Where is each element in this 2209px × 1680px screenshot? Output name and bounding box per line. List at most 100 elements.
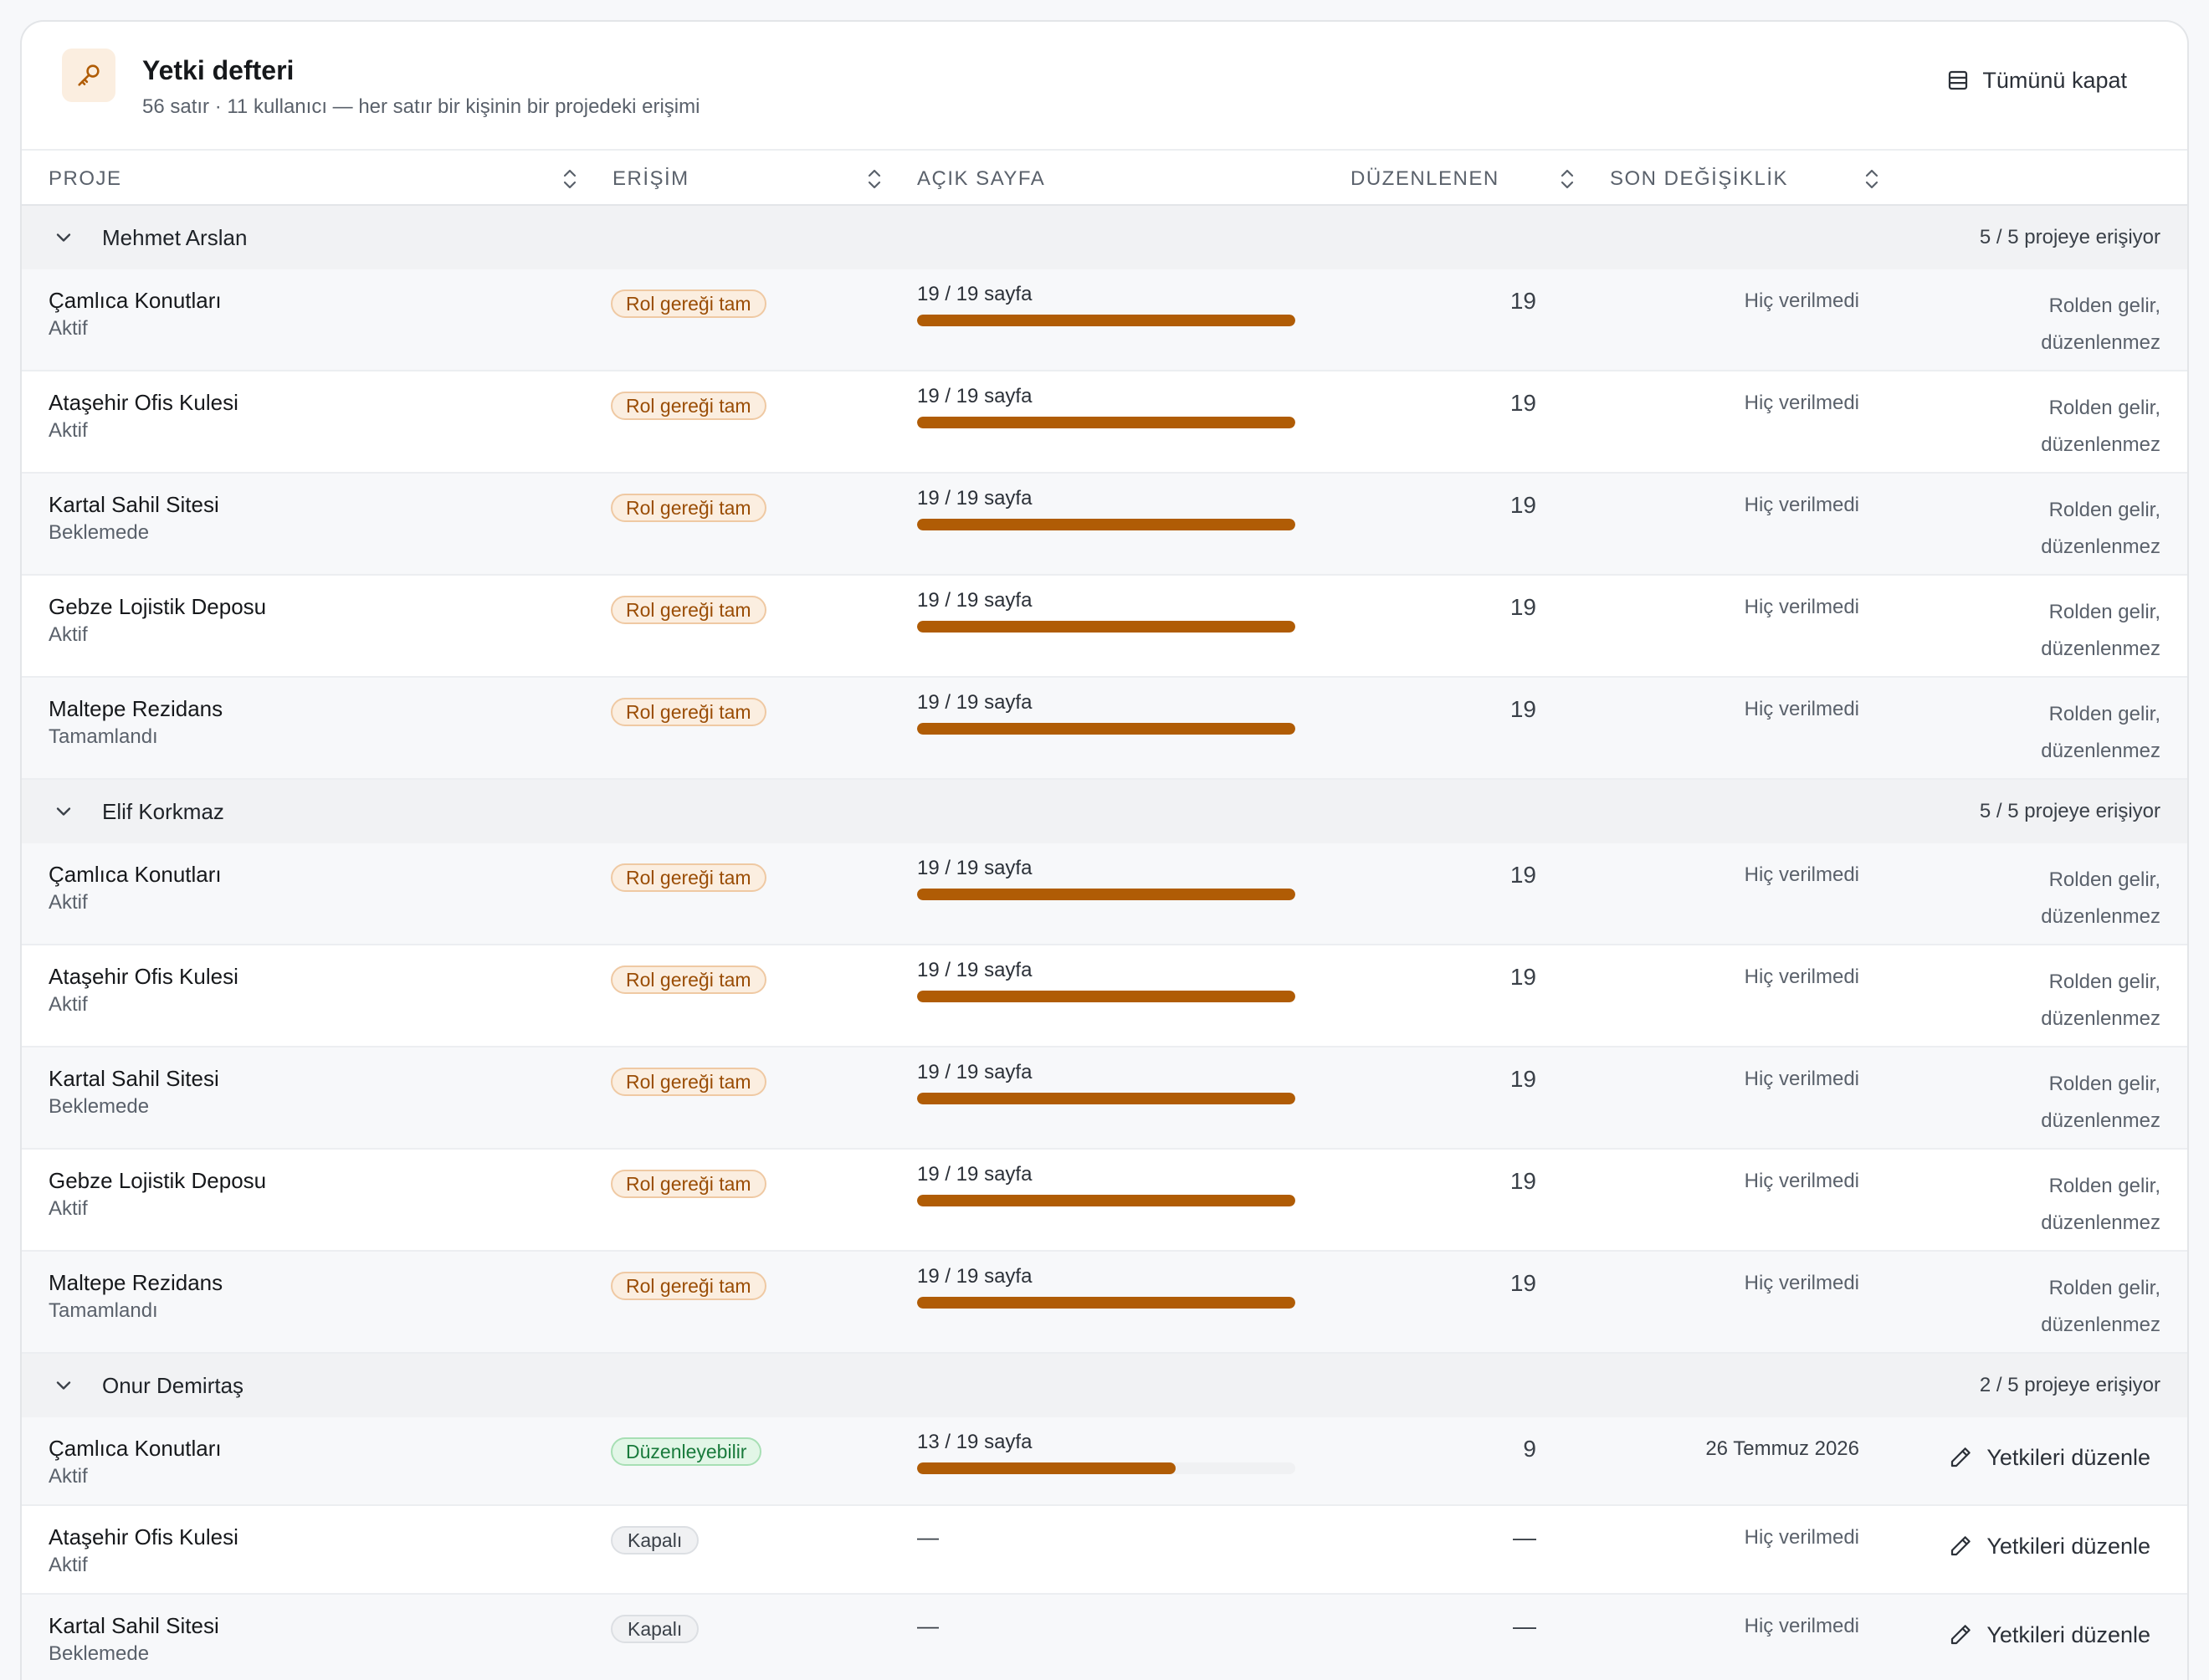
table-row: Maltepe Rezidans Tamamlandı Rol gereği tam…	[22, 1252, 2187, 1354]
last-change: Hiç verilmedi	[1744, 698, 1859, 720]
table-row: Çamlıca Konutları Aktif Düzenleyebilir 13 /…	[22, 1417, 2187, 1506]
edited-count: 9	[1523, 1436, 1536, 1462]
user-group-row[interactable]: Mehmet Arslan 5 / 5 projeye erişiyor	[22, 206, 2187, 269]
open-pages-count: 19 / 19 sayfa	[917, 1061, 1033, 1083]
open-pages-progress-bar	[917, 315, 1295, 326]
edited-count: 19	[1509, 696, 1536, 722]
project-name: Kartal Sahil Sitesi	[49, 1066, 219, 1091]
open-pages-progress-bar	[917, 1093, 1295, 1104]
project-name: Ataşehir Ofis Kulesi	[49, 390, 238, 415]
table-row: Ataşehir Ofis Kulesi Aktif Rol gereği tam 1…	[22, 371, 2187, 474]
last-change: Hiç verilmedi	[1744, 1170, 1859, 1192]
role-inherited-note: Rolden gelir, düzenlenmez	[2041, 601, 2160, 660]
access-badge: Rol gereği tam	[611, 863, 766, 892]
project-name: Kartal Sahil Sitesi	[49, 492, 219, 517]
chevron-down-icon[interactable]	[52, 800, 75, 823]
project-status: Aktif	[49, 1554, 88, 1576]
user-group-row[interactable]: Onur Demirtaş 2 / 5 projeye erişiyor	[22, 1354, 2187, 1417]
access-badge: Rol gereği tam	[611, 1170, 766, 1198]
project-status: Aktif	[49, 623, 88, 646]
sort-access-icon[interactable]	[865, 167, 884, 191]
edit-permissions-label: Yetkileri düzenle	[1986, 1621, 2150, 1647]
project-name: Maltepe Rezidans	[49, 696, 223, 721]
project-status: Beklemede	[49, 521, 150, 544]
project-status: Aktif	[49, 891, 88, 914]
project-status: Tamamlandı	[49, 1299, 158, 1322]
table-row: Ataşehir Ofis Kulesi Aktif Kapalı — — Hiç ver…	[22, 1506, 2187, 1595]
edited-count: 19	[1509, 1168, 1536, 1194]
sort-project-icon[interactable]	[561, 167, 579, 191]
edit-permissions-button[interactable]: Yetkileri düzenle	[1948, 1618, 2150, 1652]
access-badge: Rol gereği tam	[611, 965, 766, 994]
project-access-count: 2 / 5 projeye erişiyor	[1979, 1374, 2160, 1396]
table-row: Çamlıca Konutları Aktif Rol gereği tam 19 /…	[22, 269, 2187, 371]
progress-fill	[917, 723, 1295, 735]
collapse-all-button[interactable]: Tümünü kapat	[1945, 62, 2127, 99]
open-pages-progress-bar	[917, 889, 1295, 900]
chevron-down-icon[interactable]	[52, 226, 75, 249]
edit-permissions-label: Yetkileri düzenle	[1986, 1444, 2150, 1470]
access-badge: Rol gereği tam	[611, 494, 766, 522]
open-pages-count: 19 / 19 sayfa	[917, 857, 1033, 879]
table-row: Kartal Sahil Sitesi Beklemede Kapalı — — Hiç …	[22, 1595, 2187, 1680]
progress-fill	[917, 1297, 1295, 1309]
edited-count: 19	[1509, 594, 1536, 620]
table-row: Çamlıca Konutları Aktif Rol gereği tam 19 /…	[22, 843, 2187, 945]
edit-permissions-button[interactable]: Yetkileri düzenle	[1948, 1441, 2150, 1474]
open-pages-progress-bar	[917, 1297, 1295, 1309]
edited-count: 19	[1509, 390, 1536, 416]
open-pages-progress-bar	[917, 621, 1295, 633]
progress-fill	[917, 315, 1295, 326]
role-inherited-note: Rolden gelir, düzenlenmez	[2041, 1073, 2160, 1132]
open-pages-count: 13 / 19 sayfa	[917, 1431, 1033, 1453]
open-pages-progress-bar	[917, 723, 1295, 735]
edit-permissions-label: Yetkileri düzenle	[1986, 1533, 2150, 1559]
progress-fill	[917, 621, 1295, 633]
collapse-all-label: Tümünü kapat	[1982, 67, 2127, 93]
user-name: Elif Korkmaz	[102, 799, 224, 824]
edited-count: 19	[1509, 1270, 1536, 1296]
project-name: Çamlıca Konutları	[49, 1436, 222, 1461]
page-title: Yetki defteri	[142, 55, 295, 85]
column-header-last-change: SON DEĞİŞİKLİK	[1610, 167, 1789, 190]
progress-fill	[917, 991, 1295, 1002]
project-status: Tamamlandı	[49, 725, 158, 748]
edit-permissions-button[interactable]: Yetkileri düzenle	[1948, 1529, 2150, 1563]
last-change: Hiç verilmedi	[1744, 863, 1859, 886]
chevron-down-icon[interactable]	[52, 1374, 75, 1397]
table-row: Ataşehir Ofis Kulesi Aktif Rol gereği tam 1…	[22, 945, 2187, 1047]
pencil-icon	[1951, 1447, 1971, 1467]
page-subtitle: 56 satır · 11 kullanıcı — her satır bir …	[142, 95, 700, 118]
project-name: Gebze Lojistik Deposu	[49, 594, 267, 619]
edited-count: 19	[1509, 492, 1536, 518]
progress-fill	[917, 1462, 1176, 1474]
project-name: Ataşehir Ofis Kulesi	[49, 1524, 238, 1549]
user-group-row[interactable]: Elif Korkmaz 5 / 5 projeye erişiyor	[22, 780, 2187, 843]
open-pages-progress-bar	[917, 417, 1295, 428]
column-header-edited: DÜZENLENEN	[1351, 167, 1499, 190]
last-change: Hiç verilmedi	[1744, 596, 1859, 618]
edited-count: 19	[1509, 964, 1536, 990]
access-badge: Rol gereği tam	[611, 698, 766, 726]
open-pages-empty: —	[917, 1524, 939, 1549]
column-header-row: PROJE ERİŞİM AÇIK SAYFA DÜZENLENEN SON D…	[22, 151, 2187, 206]
ledger-header: Yetki defteri 56 satır · 11 kullanıcı — …	[22, 22, 2187, 151]
user-name: Onur Demirtaş	[102, 1373, 244, 1398]
project-status: Beklemede	[49, 1642, 150, 1665]
sort-edited-icon[interactable]	[1558, 167, 1576, 191]
project-status: Beklemede	[49, 1095, 150, 1118]
project-name: Gebze Lojistik Deposu	[49, 1168, 267, 1193]
access-badge: Kapalı	[611, 1526, 700, 1555]
project-name: Kartal Sahil Sitesi	[49, 1613, 219, 1638]
open-pages-empty: —	[917, 1613, 939, 1638]
open-pages-count: 19 / 19 sayfa	[917, 283, 1033, 305]
table-row: Gebze Lojistik Deposu Aktif Rol gereği tam…	[22, 576, 2187, 678]
user-name: Mehmet Arslan	[102, 225, 248, 250]
sort-last-change-icon[interactable]	[1863, 167, 1881, 191]
progress-fill	[917, 417, 1295, 428]
open-pages-progress-bar	[917, 519, 1295, 530]
role-inherited-note: Rolden gelir, düzenlenmez	[2041, 868, 2160, 928]
table-rows-icon	[1949, 70, 1968, 90]
role-inherited-note: Rolden gelir, düzenlenmez	[2041, 295, 2160, 354]
table-row: Kartal Sahil Sitesi Beklemede Rol gereği t…	[22, 474, 2187, 576]
